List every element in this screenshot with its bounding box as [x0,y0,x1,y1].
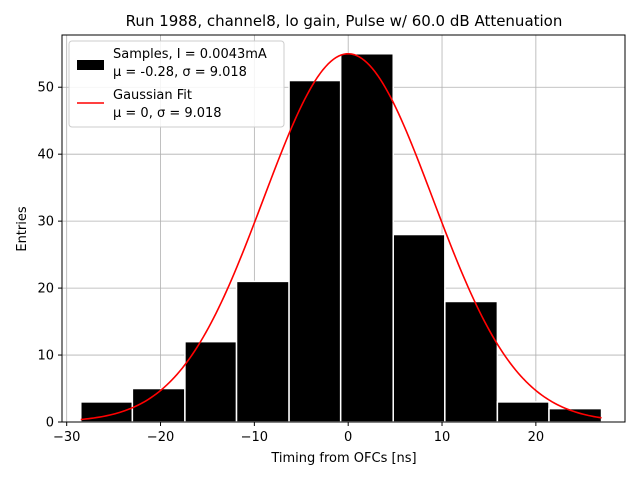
y-tick-label: 0 [46,416,54,431]
x-tick-label: −10 [241,430,268,445]
y-tick-label: 50 [37,81,54,96]
x-tick-label: 0 [344,430,352,445]
legend-swatch-samples [77,60,104,70]
legend-label-samples: Samples, I = 0.0043mA [113,47,267,62]
y-tick-label: 40 [37,148,54,163]
plot-frame [61,34,626,423]
legend-label-fit: Gaussian Fit [113,88,192,103]
histogram-bar [288,79,342,423]
y-tick-label: 10 [37,349,54,364]
legend-detail-samples: μ = -0.28, σ = 9.018 [113,65,247,80]
histogram-bars [80,52,603,423]
x-tick-label: 10 [434,430,451,445]
legend: Samples, I = 0.0043mA μ = -0.28, σ = 9.0… [68,40,285,128]
x-tick-label: −30 [53,430,80,445]
x-axis-label: Timing from OFCs [ns] [270,451,416,466]
gaussian-fit-line [80,52,602,421]
chart-title: Run 1988, channel8, lo gain, Pulse w/ 60… [126,12,563,30]
histogram-bar [131,387,186,423]
y-axis-ticks: 0 10 20 30 40 50 [37,81,62,431]
x-tick-label: 20 [528,430,545,445]
x-axis-ticks: −30 −20 −10 0 10 20 [53,422,544,445]
histogram-bar [496,401,550,423]
x-tick-label: −20 [147,430,174,445]
y-tick-label: 20 [37,282,54,297]
y-axis-label: Entries [15,206,30,252]
histogram-bar [548,407,603,423]
histogram-bar [339,52,394,423]
histogram-bar [444,300,499,423]
histogram-bar [392,233,446,423]
y-tick-label: 30 [37,215,54,230]
legend-detail-fit: μ = 0, σ = 9.018 [113,106,222,121]
legend-box [68,40,285,128]
histogram-bar [235,280,290,423]
